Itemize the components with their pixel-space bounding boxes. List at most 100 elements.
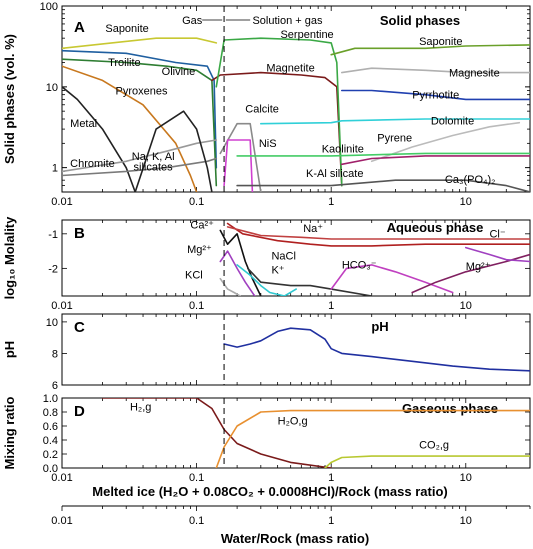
y-tick-label: -2: [48, 263, 58, 275]
series-pyroxenes: [62, 65, 198, 192]
y-tick-label: 8: [52, 348, 58, 360]
y-tick-label: 100: [40, 1, 58, 13]
x-tick-label: 0.1: [189, 472, 204, 484]
series-label-a: Pyrrhotite: [412, 89, 459, 101]
x-axis-label-bottom: Water/Rock (mass ratio): [221, 531, 369, 546]
series-ca: [219, 229, 262, 296]
panel-title: Gaseous phase: [402, 401, 498, 416]
series-label-b: KCl: [185, 270, 203, 282]
y-tick-label: 1.0: [43, 393, 58, 405]
y-tick-label: 6: [52, 380, 58, 392]
panel-letter: D: [74, 403, 85, 420]
series-label-a: Dolomite: [431, 116, 474, 128]
x-tick-label: 1: [328, 300, 334, 312]
panel-C: 10 8 6 pH C pH: [2, 313, 531, 392]
panel-title: pH: [371, 319, 388, 334]
series-label-a: silicates: [134, 162, 174, 174]
x-tick-label: 10: [460, 196, 472, 208]
panel-B: -1 -2 log₁₀ Molality B Aqueous phase 0.01 0.1 1…: [2, 216, 531, 312]
y-tick-label: 0.8: [43, 407, 58, 419]
series-dolomite: [260, 118, 530, 125]
series-label-b: Mg²⁺: [466, 261, 491, 273]
panel-A: 100 10 1 Solid phases (vol. %) A Solid phases…: [2, 1, 531, 208]
series-olivine: [62, 58, 218, 187]
series-pyrene: [370, 121, 521, 163]
series-label-a: Na, K, Al: [132, 151, 175, 163]
panel-frame: [61, 313, 531, 386]
panel-letter: C: [74, 319, 85, 336]
series-na: [226, 222, 530, 247]
y-tick-label: 0.4: [43, 435, 58, 447]
series-kalsil: [236, 152, 530, 157]
series-magnesite: [341, 67, 530, 74]
y-axis-label: pH: [2, 341, 17, 358]
series-chromite: [62, 157, 218, 177]
series-label-a: Chromite: [70, 158, 115, 170]
series-label-a: Ca₃(PO₄)₂: [445, 174, 496, 186]
series-h2og: [215, 409, 530, 468]
x-tick-label: 0.01: [51, 300, 72, 312]
x-tick-label: 1: [328, 196, 334, 208]
series-label-a: Serpentine: [280, 29, 333, 41]
series-pyrrhotite: [341, 89, 530, 101]
series-label-a: Magnesite: [449, 67, 500, 79]
x-tick-label: 0.1: [189, 196, 204, 208]
series-label-a: Saponite: [419, 36, 462, 48]
x-tick-label: 1: [328, 472, 334, 484]
y-tick-label: 0.2: [43, 449, 58, 461]
series-saponite2: [330, 44, 530, 56]
series-mg: [219, 250, 256, 296]
series-metal2: [134, 110, 213, 192]
gas-annotation: Gas: [182, 15, 203, 27]
series-label-a: Olivine: [162, 66, 196, 78]
panel-D: 0.0 0.2 0.4 0.6 0.8 1.0 Mixing ratio D Gaseous p…: [2, 393, 531, 475]
series-hco3: [330, 264, 454, 294]
panel-frame: [61, 397, 531, 469]
x-tick-label: 0.01: [51, 196, 72, 208]
series-label-b: K⁺: [271, 265, 284, 277]
series-label-a: Kaolinite: [322, 143, 364, 155]
x-axis-label-inner: Melted ice (H₂O + 0.08CO₂ + 0.0008HCl)/R…: [92, 484, 447, 499]
series-troilite: [62, 49, 218, 169]
panel-title: Aqueous phase: [387, 220, 484, 235]
x-tick-label: 10: [460, 472, 472, 484]
series-label-b: Mg²⁺: [187, 244, 212, 256]
series-ph: [223, 327, 530, 372]
panel-frame: [61, 219, 531, 297]
series-label-d: CO₂,g: [419, 439, 449, 451]
series-kcl: [219, 277, 241, 296]
series-label-a: K-Al silicate: [306, 168, 363, 180]
series-label-a: Saponite: [105, 23, 148, 35]
series-label-a: Pyrene: [377, 133, 412, 145]
series-calcite: [219, 122, 262, 192]
x-tick-label: 10: [460, 300, 472, 312]
series-label-b: Na⁺: [303, 223, 323, 235]
series-kaolinite: [341, 155, 530, 166]
series-label-b: HCO₃⁻: [342, 259, 377, 271]
y-tick-label: 10: [46, 82, 58, 94]
series-label-d: H₂,g: [130, 402, 151, 414]
series-metal: [62, 86, 136, 192]
panel-title: Solid phases: [380, 13, 460, 28]
series-cl: [226, 226, 530, 240]
y-axis-label: log₁₀ Molality: [2, 216, 17, 300]
panel-letter: B: [74, 225, 85, 242]
series-label-a: Pyroxenes: [116, 86, 168, 98]
x-tick-label: 0.01: [51, 472, 72, 484]
series-label-d: H₂O,g: [278, 416, 308, 428]
bottom-x-tick-label: 0.1: [189, 515, 204, 527]
series-mg2: [411, 253, 530, 294]
series-label-a: Magnetite: [266, 62, 314, 74]
series-label-b: Ca²⁺: [190, 220, 214, 232]
series-label-a: Calcite: [245, 104, 279, 116]
x-tick-label: 0.1: [189, 300, 204, 312]
series-label-a: Troilite: [108, 57, 141, 69]
y-tick-label: 0.6: [43, 421, 58, 433]
series-nis: [223, 139, 254, 192]
series-group: [223, 327, 530, 372]
y-tick-label: -1: [48, 229, 58, 241]
series-serpentine: [215, 37, 343, 187]
series-label-a: NiS: [259, 138, 277, 150]
series-label-b: Cl⁻: [489, 228, 505, 240]
